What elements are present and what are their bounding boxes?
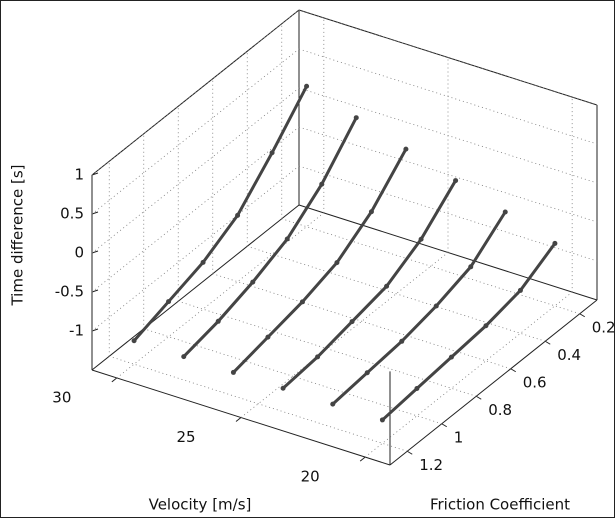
grid-line	[281, 218, 580, 315]
surface-line	[282, 179, 457, 390]
surface-point	[250, 279, 256, 285]
surface-point	[280, 385, 286, 391]
surface-point	[181, 354, 187, 360]
grid-line	[91, 9, 300, 176]
x-tick-label: 25	[176, 428, 195, 446]
surface-point	[517, 287, 523, 293]
z-axis-label: Time difference [s]	[9, 164, 27, 306]
y-tick	[406, 450, 413, 455]
surface-point	[299, 299, 305, 305]
surface-point	[265, 334, 271, 340]
surface-point	[269, 150, 275, 156]
surface-point	[433, 303, 439, 309]
surface-point	[334, 260, 340, 266]
z-tick-label: 0.5	[60, 205, 84, 223]
surface-point	[453, 178, 459, 184]
x-axis-label: Velocity [m/s]	[149, 496, 252, 514]
surface-point	[502, 209, 508, 215]
grid-line	[247, 245, 546, 342]
surface-point	[131, 338, 137, 344]
y-tick-label: 1.2	[419, 456, 443, 474]
surface-point	[284, 236, 290, 242]
x-tick	[235, 417, 242, 422]
grid-line	[91, 48, 300, 215]
y-tick	[510, 368, 517, 373]
surface-point	[315, 354, 321, 360]
y-tick	[544, 340, 551, 345]
grid-line	[240, 252, 449, 418]
surface-point	[483, 323, 489, 329]
z-tick-label: 0	[74, 244, 84, 262]
x-tick-label: 20	[301, 468, 320, 486]
grid-line	[91, 165, 300, 332]
surface-point	[304, 83, 310, 89]
grid-line	[298, 126, 598, 223]
y-axis-label: Friction Coefficient	[430, 496, 570, 514]
surface-line	[381, 242, 557, 422]
grid-line	[91, 126, 300, 293]
surface-point	[235, 212, 241, 218]
axis-box	[389, 299, 598, 466]
grid-line	[364, 291, 573, 458]
x-tick	[111, 377, 118, 383]
y-tick	[475, 395, 482, 400]
surface-point	[384, 283, 390, 289]
surface-point	[230, 369, 236, 375]
surface-line	[132, 85, 308, 342]
y-tick-label: 1	[454, 428, 464, 446]
surface-line	[182, 117, 358, 358]
surface-point	[418, 236, 424, 242]
y-tick-label: 0.2	[592, 318, 615, 336]
surface-point	[319, 181, 325, 187]
axis-box	[91, 204, 300, 371]
surface-point	[414, 386, 420, 392]
grid-line	[212, 273, 511, 370]
surface-point	[330, 401, 336, 407]
surface-point	[353, 115, 359, 121]
surface-point	[403, 146, 409, 152]
z-tick-label: 1	[74, 166, 84, 184]
z-tick-label: -0.5	[55, 283, 84, 301]
surface-point	[364, 370, 370, 376]
x-tick	[359, 456, 366, 462]
y-tick	[579, 313, 586, 318]
y-tick-label: 0.8	[488, 401, 512, 419]
surface-point	[349, 319, 355, 325]
surface-point	[448, 354, 454, 360]
y-tick	[441, 423, 448, 428]
surface-point	[200, 259, 206, 265]
grid-line	[298, 165, 598, 262]
surface-line	[232, 148, 408, 374]
grid-line	[116, 212, 325, 379]
grid-line	[91, 87, 300, 254]
x-tick-label: 30	[52, 388, 71, 406]
grid-line	[298, 9, 598, 106]
surface-point	[399, 338, 405, 344]
y-tick-label: 0.4	[557, 346, 581, 364]
z-tick-label: -1	[69, 322, 84, 340]
surface-point	[368, 209, 374, 215]
grid-line	[109, 355, 408, 452]
surface-point	[552, 240, 558, 246]
surface-point	[468, 264, 474, 270]
surface-point	[379, 417, 385, 423]
surface-line	[331, 211, 507, 406]
surface-point	[215, 318, 221, 324]
surface-point	[166, 299, 172, 305]
y-tick-label: 0.6	[523, 373, 547, 391]
